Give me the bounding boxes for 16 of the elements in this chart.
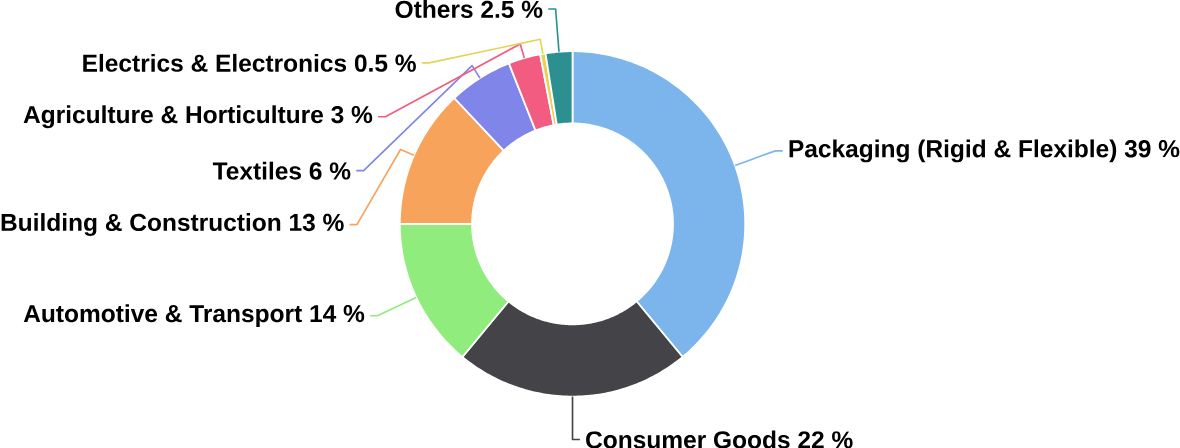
data-label: 22 % xyxy=(798,430,853,448)
data-label: 2.5 % xyxy=(481,0,543,18)
slice-label: Textiles xyxy=(212,161,301,180)
slice-label: Automotive & Transport xyxy=(23,304,302,327)
data-label: 39 % xyxy=(1124,139,1180,158)
slice-label: Agriculture & Horticulture xyxy=(23,105,323,129)
slice-label: Others xyxy=(395,0,473,18)
slice-label: Electrics & Electronics xyxy=(83,53,347,72)
data-label: 6 % xyxy=(309,162,351,180)
data-label: 13 % xyxy=(290,213,344,231)
data-label: 14 % xyxy=(310,304,365,322)
slice-label: Building & Construction xyxy=(1,212,281,236)
data-label: 0.5 % xyxy=(354,54,416,72)
slice-label: Consumer Goods xyxy=(586,430,790,448)
data-label: 3 % xyxy=(331,105,373,124)
slice-label: Packaging (Rigid & Flexible) xyxy=(789,139,1117,163)
